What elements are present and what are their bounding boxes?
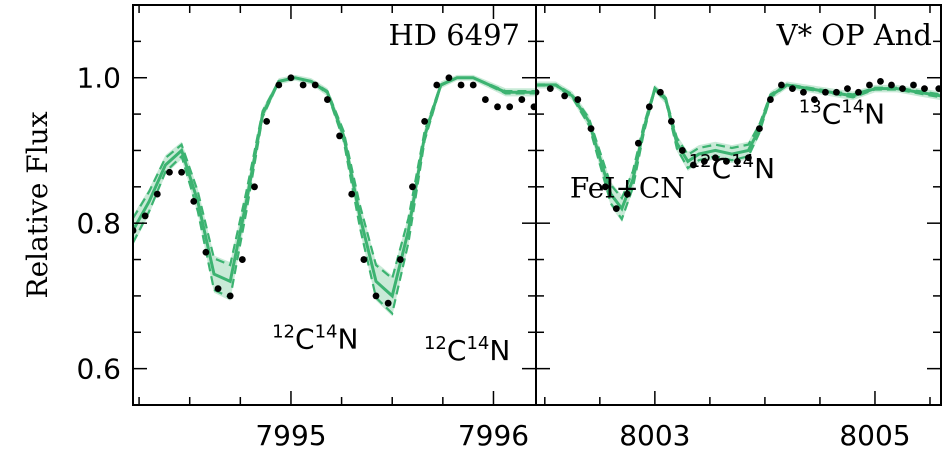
x-tick-label: 8003 — [619, 419, 690, 452]
observed-data-point — [656, 88, 664, 96]
observed-data-point — [360, 256, 368, 263]
y-tick-label: 0.8 — [76, 207, 121, 240]
observed-data-point — [711, 154, 719, 162]
observed-data-point — [700, 157, 708, 165]
observed-data-point — [634, 139, 642, 147]
x-tick-label: 7996 — [458, 419, 529, 452]
observed-data-point — [421, 117, 429, 125]
y-tick-label: 1.0 — [76, 62, 121, 95]
observed-data-point — [433, 81, 441, 89]
observed-data-point — [855, 88, 862, 96]
observed-data-point — [518, 96, 526, 103]
observed-data-point — [811, 96, 818, 103]
observed-data-point — [336, 132, 343, 140]
observed-data-point — [561, 92, 569, 100]
observed-data-point — [822, 88, 829, 96]
observed-data-point — [409, 183, 416, 191]
observed-data-point — [178, 168, 186, 176]
molecule-annotation: 12C14N — [689, 151, 775, 185]
observed-data-point — [756, 125, 763, 133]
observed-data-point — [141, 212, 149, 220]
molecule-annotation: 12C14N — [424, 333, 510, 367]
observed-data-point — [530, 103, 536, 111]
observed-data-point — [469, 81, 477, 89]
model-uncertainty-band — [133, 74, 536, 317]
observed-data-point — [935, 85, 941, 93]
right-panel-frame — [535, 4, 942, 406]
observed-data-point — [153, 190, 161, 198]
observed-data-point — [745, 154, 752, 162]
observed-data-point — [800, 88, 807, 96]
observed-data-point — [275, 81, 283, 89]
right-panel-plot-area — [536, 77, 941, 223]
observed-data-point — [396, 256, 404, 263]
observed-data-point — [287, 74, 295, 82]
molecule-annotation: 13C14N — [799, 97, 885, 131]
observed-data-point — [888, 81, 895, 89]
observed-data-point — [733, 157, 741, 165]
observed-data-point — [866, 81, 873, 89]
model-upper-dashed-line — [536, 83, 941, 201]
observed-data-point — [910, 81, 917, 89]
observed-data-point — [689, 161, 697, 169]
observed-data-point — [214, 285, 222, 293]
model-best-fit-line — [133, 76, 536, 299]
observed-data-point — [238, 256, 246, 263]
observed-data-point — [778, 81, 785, 89]
model-best-fit-line — [536, 83, 941, 212]
panel-title: V* OP And — [776, 18, 932, 52]
observed-data-point — [324, 96, 331, 103]
x-tick-label: 7995 — [255, 419, 326, 452]
observed-data-point — [767, 96, 774, 103]
observed-data-point — [877, 77, 884, 85]
model-lower-dashed-line — [536, 84, 941, 222]
observed-data-point — [899, 85, 906, 93]
observed-data-point — [587, 125, 595, 133]
observed-data-point — [722, 157, 730, 165]
observed-data-point — [166, 168, 173, 176]
observed-data-point — [384, 299, 392, 307]
observed-data-point — [546, 85, 554, 93]
observed-data-point — [623, 190, 631, 198]
y-axis-label: Relative Flux — [21, 111, 54, 298]
observed-data-point — [612, 205, 620, 213]
left-panel: 7995 7996 0.6 0.8 1.0 Relative Flux HD 6497 12C… — [21, 4, 537, 452]
observed-data-point — [372, 292, 380, 300]
observed-data-point — [601, 183, 609, 191]
observed-data-point — [678, 147, 686, 154]
y-tick-label: 0.6 — [76, 353, 121, 386]
observed-data-point — [445, 74, 453, 82]
observed-data-point — [844, 85, 851, 93]
observed-data-point — [494, 103, 501, 111]
feature-annotation: FeI+CN — [570, 172, 685, 205]
observed-data-point — [789, 85, 796, 93]
observed-data-point — [251, 183, 258, 191]
observed-data-point — [667, 117, 675, 125]
observed-data-point — [311, 81, 319, 89]
panel-title: HD 6497 — [388, 18, 520, 52]
observed-data-point — [457, 81, 465, 89]
observed-data-point — [299, 81, 307, 89]
observed-data-point — [202, 248, 210, 256]
x-tick-label: 8005 — [839, 419, 910, 452]
left-panel-plot-area — [133, 74, 536, 317]
observed-data-point — [226, 292, 234, 300]
observed-data-point — [506, 103, 514, 111]
observed-data-point — [481, 96, 489, 103]
observed-data-point — [645, 103, 653, 111]
observed-data-point — [574, 96, 582, 103]
observed-data-point — [833, 88, 840, 96]
observed-data-point — [190, 197, 198, 205]
molecule-annotation: 12C14N — [272, 321, 358, 355]
observed-data-point — [921, 85, 928, 93]
observed-data-point — [348, 190, 356, 198]
observed-data-point — [263, 117, 271, 125]
